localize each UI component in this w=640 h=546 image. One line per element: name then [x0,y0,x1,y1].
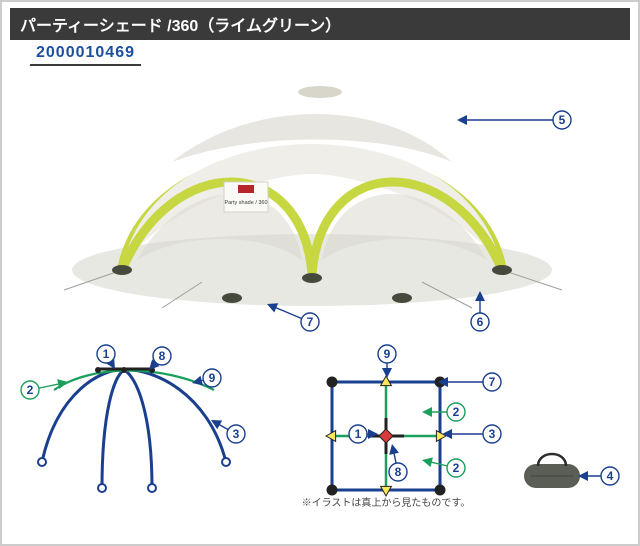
page-root: パーティーシェード /360（ライムグリーン） 2000010469 Party… [0,0,640,546]
callout-9: 9 [384,347,391,361]
product-title: パーティーシェード /360（ライムグリーン） [20,18,341,35]
callout-2: 2 [453,405,460,419]
diagram-stage: Party shade / 360 5 7 6 1 2 8 9 3 ※イラストは真上から見たもので… [2,48,638,546]
title-bar: パーティーシェード /360（ライムグリーン） [10,8,630,40]
bag-diagram [524,454,580,488]
frame-diagram [38,367,230,492]
callout-3: 3 [489,427,496,441]
callout-8: 8 [395,465,402,479]
callout-1: 1 [103,347,110,361]
callout-7: 7 [489,375,496,389]
callout-6: 6 [477,315,484,329]
plan-diagram: ※イラストは真上から見たものです。 [302,376,471,509]
callout-8: 8 [159,349,166,363]
callout-2: 2 [453,461,460,475]
callout-4: 4 [607,469,614,483]
plan-note: ※イラストは真上から見たものです。 [302,496,471,509]
callout-7: 7 [307,315,314,329]
callout-5: 5 [559,113,566,127]
callout-9: 9 [209,371,216,385]
callout-1: 1 [355,427,362,441]
svg-text:Party shade / 360: Party shade / 360 [224,200,267,206]
callout-2: 2 [27,383,34,397]
callout-3: 3 [233,427,240,441]
